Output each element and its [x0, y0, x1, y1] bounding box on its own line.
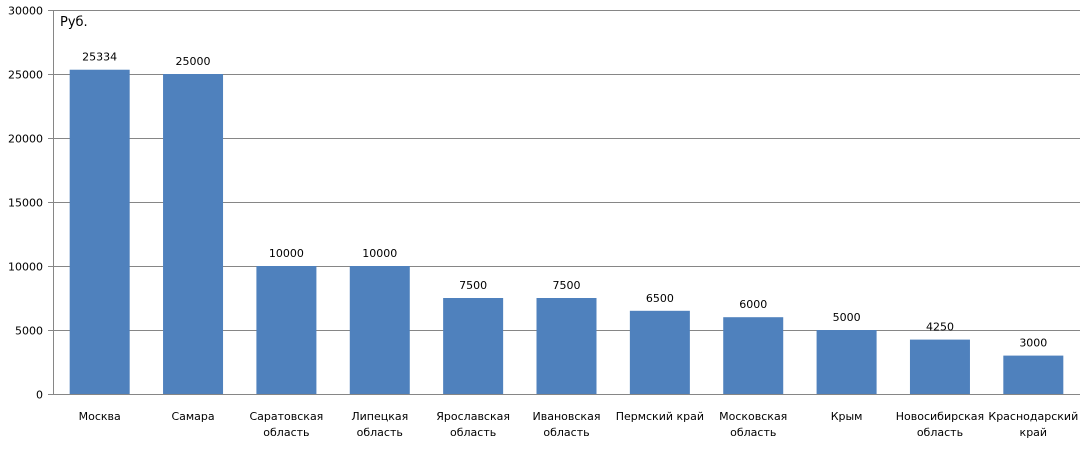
category-label-line: область: [263, 426, 309, 439]
category-label: Ярославская область: [436, 410, 510, 439]
data-label: 10000: [362, 247, 397, 260]
category-label-line: Самара: [171, 410, 214, 423]
y-unit-label: Руб.: [60, 15, 88, 30]
bar: [723, 317, 784, 394]
data-label: 5000: [833, 311, 861, 324]
bar: [629, 310, 690, 394]
bar: [256, 266, 317, 394]
category-label: Саратовская область: [249, 410, 323, 439]
data-label: 25334: [82, 51, 117, 64]
category-label-line: область: [450, 426, 496, 439]
category-label-line: Московская: [719, 410, 787, 423]
y-tick-label: 15000: [8, 197, 43, 210]
bar: [816, 330, 877, 394]
category-label-line: Новосибирская: [896, 410, 984, 423]
category-label-line: Ивановская: [533, 410, 601, 423]
gridlines: [53, 10, 1080, 331]
y-axis: 0 5000 10000 15000 20000 25000 30000: [8, 5, 1080, 402]
category-label-line: область: [917, 426, 963, 439]
category-label-line: область: [730, 426, 776, 439]
category-label: Москва: [79, 410, 121, 423]
category-label: Московская область: [719, 410, 787, 439]
category-label-line: Липецкая: [351, 410, 408, 423]
category-label-line: Краснодарский: [988, 410, 1078, 423]
category-label-line: Пермский край: [616, 410, 704, 423]
category-label: Липецкая область: [351, 410, 408, 439]
category-label-line: область: [543, 426, 589, 439]
category-label: Новосибирская область: [896, 410, 984, 439]
bar: [443, 298, 504, 394]
category-label: Пермский край: [616, 410, 704, 423]
data-label: 25000: [176, 55, 211, 68]
bar: [536, 298, 597, 394]
y-tick-label: 0: [36, 389, 43, 402]
bar: [69, 69, 130, 395]
data-labels: 25334 25000 10000 10000 7500 7500 6500 6000 5000…: [82, 51, 1047, 350]
y-tick-label: 10000: [8, 261, 43, 274]
y-tick-label: 30000: [8, 5, 43, 18]
category-label-line: Москва: [79, 410, 121, 423]
category-label: Самара: [171, 410, 214, 423]
category-label-line: область: [357, 426, 403, 439]
category-label: Ивановская область: [533, 410, 601, 439]
category-label-line: Крым: [831, 410, 863, 423]
y-tick-label: 25000: [8, 69, 43, 82]
data-label: 4250: [926, 321, 954, 334]
category-label-line: Ярославская: [436, 410, 510, 423]
data-label: 6500: [646, 292, 674, 305]
bar: [1003, 355, 1064, 394]
bar: [163, 74, 224, 394]
y-tick-label: 5000: [15, 325, 43, 338]
data-label: 7500: [553, 279, 581, 292]
category-label: Краснодарский край: [988, 410, 1078, 439]
bar: [349, 266, 410, 394]
x-axis-categories: Москва Самара Саратовская область Липецкая об…: [79, 410, 1079, 439]
bar: [909, 339, 970, 394]
data-label: 7500: [459, 279, 487, 292]
data-label: 6000: [739, 298, 767, 311]
y-tick-label: 20000: [8, 133, 43, 146]
bars: [69, 69, 1064, 395]
data-label: 10000: [269, 247, 304, 260]
category-label-line: край: [1020, 426, 1048, 439]
category-label-line: Саратовская: [249, 410, 323, 423]
data-label: 3000: [1019, 337, 1047, 350]
category-label: Крым: [831, 410, 863, 423]
